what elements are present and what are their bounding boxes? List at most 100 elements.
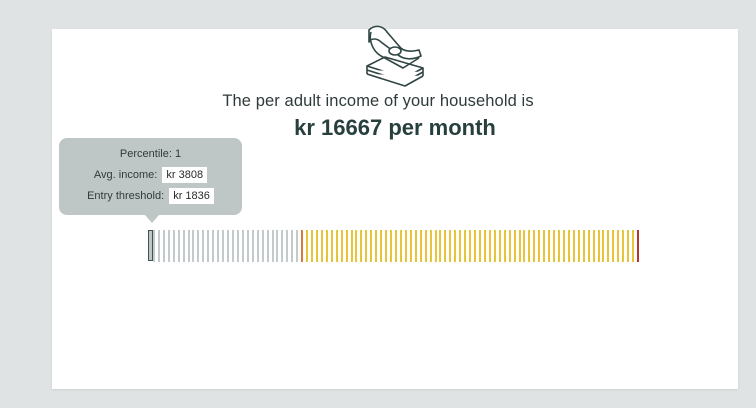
percentile-segment[interactable] — [548, 230, 551, 262]
percentile-segment[interactable] — [419, 230, 422, 262]
percentile-segment[interactable] — [533, 230, 536, 262]
percentile-segment[interactable] — [390, 230, 393, 262]
percentile-segment[interactable] — [152, 230, 155, 262]
percentile-segment[interactable] — [597, 230, 600, 262]
percentile-segment[interactable] — [395, 230, 397, 262]
percentile-segment[interactable] — [192, 230, 195, 262]
percentile-segment[interactable] — [162, 230, 165, 262]
percentile-segment[interactable] — [424, 230, 427, 262]
percentile-segment[interactable] — [637, 230, 640, 262]
percentile-segment[interactable] — [246, 230, 249, 262]
percentile-segment[interactable] — [236, 230, 239, 262]
percentile-segment[interactable] — [212, 230, 215, 262]
percentile-segment[interactable] — [607, 230, 610, 262]
percentile-segment[interactable] — [543, 230, 546, 262]
percentile-segment[interactable] — [444, 230, 447, 262]
percentile-segment[interactable] — [380, 230, 383, 262]
percentile-segment[interactable] — [251, 230, 254, 262]
percentile-segment[interactable] — [572, 230, 575, 262]
percentile-segment[interactable] — [478, 230, 481, 262]
percentile-segment[interactable] — [271, 230, 274, 262]
percentile-segment[interactable] — [350, 230, 353, 262]
percentile-segment[interactable] — [286, 230, 289, 262]
percentile-segment[interactable] — [602, 230, 605, 262]
percentile-segment[interactable] — [493, 230, 496, 262]
percentile-segment[interactable] — [434, 230, 437, 262]
percentile-segment[interactable] — [577, 230, 580, 262]
percentile-segment[interactable] — [148, 230, 153, 261]
percentile-segment[interactable] — [617, 230, 620, 262]
percentile-segment[interactable] — [469, 230, 472, 262]
percentile-segment[interactable] — [207, 230, 210, 262]
percentile-segment[interactable] — [592, 230, 595, 262]
percentile-segment[interactable] — [167, 230, 170, 262]
percentile-segment[interactable] — [528, 230, 531, 262]
percentile-segment[interactable] — [315, 230, 318, 262]
percentile-segment[interactable] — [632, 230, 635, 262]
percentile-segment[interactable] — [182, 230, 185, 262]
percentile-segment[interactable] — [518, 230, 521, 262]
percentile-segment[interactable] — [281, 230, 284, 262]
percentile-segment[interactable] — [612, 230, 615, 262]
percentile-segment[interactable] — [567, 230, 570, 262]
percentile-segment[interactable] — [340, 230, 343, 262]
percentile-segment[interactable] — [335, 230, 338, 262]
percentile-segment[interactable] — [558, 230, 561, 262]
percentile-segment[interactable] — [345, 230, 348, 262]
percentile-segment[interactable] — [231, 230, 234, 262]
percentile-segment[interactable] — [241, 230, 244, 262]
percentile-segment[interactable] — [320, 230, 323, 262]
percentile-segment[interactable] — [330, 230, 333, 262]
percentile-segment[interactable] — [261, 230, 264, 262]
percentile-segment[interactable] — [311, 230, 314, 262]
percentile-segment[interactable] — [503, 230, 506, 262]
percentile-segment[interactable] — [562, 230, 565, 262]
percentile-segment[interactable] — [449, 230, 452, 262]
percentile-segment[interactable] — [375, 230, 378, 262]
percentile-segment[interactable] — [385, 230, 388, 262]
percentile-segment[interactable] — [360, 230, 363, 262]
percentile-segment[interactable] — [404, 230, 407, 262]
percentile-segment[interactable] — [553, 230, 556, 262]
percentile-segment[interactable] — [429, 230, 432, 262]
percentile-segment[interactable] — [622, 230, 625, 262]
percentile-segment[interactable] — [325, 230, 328, 262]
percentile-segment[interactable] — [256, 230, 259, 262]
percentile-segment[interactable] — [587, 230, 590, 262]
percentile-segment[interactable] — [582, 230, 585, 262]
percentile-segment[interactable] — [459, 230, 462, 262]
percentile-segment[interactable] — [177, 230, 180, 262]
percentile-segment[interactable] — [414, 230, 417, 262]
percentile-segment[interactable] — [266, 230, 269, 262]
percentile-segment[interactable] — [276, 230, 279, 262]
percentile-segment[interactable] — [157, 230, 160, 262]
percentile-segment[interactable] — [439, 230, 442, 262]
percentile-segment[interactable] — [370, 230, 373, 262]
percentile-segment[interactable] — [409, 230, 412, 262]
percentile-segment[interactable] — [365, 230, 368, 262]
percentile-segment[interactable] — [508, 230, 511, 262]
percentile-segment[interactable] — [296, 230, 299, 262]
percentile-segment[interactable] — [301, 230, 304, 262]
percentile-segment[interactable] — [454, 230, 457, 262]
percentile-segment[interactable] — [222, 230, 225, 262]
percentile-segment[interactable] — [291, 230, 294, 262]
percentile-bar[interactable] — [148, 230, 642, 262]
percentile-segment[interactable] — [197, 230, 200, 262]
percentile-segment[interactable] — [513, 230, 516, 262]
percentile-segment[interactable] — [172, 230, 175, 262]
percentile-segment[interactable] — [227, 230, 230, 262]
percentile-segment[interactable] — [474, 230, 477, 262]
percentile-segment[interactable] — [538, 230, 541, 262]
percentile-segment[interactable] — [523, 230, 526, 262]
percentile-segment[interactable] — [355, 230, 358, 262]
percentile-segment[interactable] — [399, 230, 402, 262]
percentile-segment[interactable] — [627, 230, 630, 262]
percentile-segment[interactable] — [202, 230, 205, 262]
percentile-segment[interactable] — [306, 230, 309, 262]
percentile-segment[interactable] — [464, 230, 467, 262]
percentile-segment[interactable] — [217, 230, 220, 262]
percentile-segment[interactable] — [483, 230, 486, 262]
percentile-segment[interactable] — [187, 230, 190, 262]
percentile-segment[interactable] — [498, 230, 501, 262]
